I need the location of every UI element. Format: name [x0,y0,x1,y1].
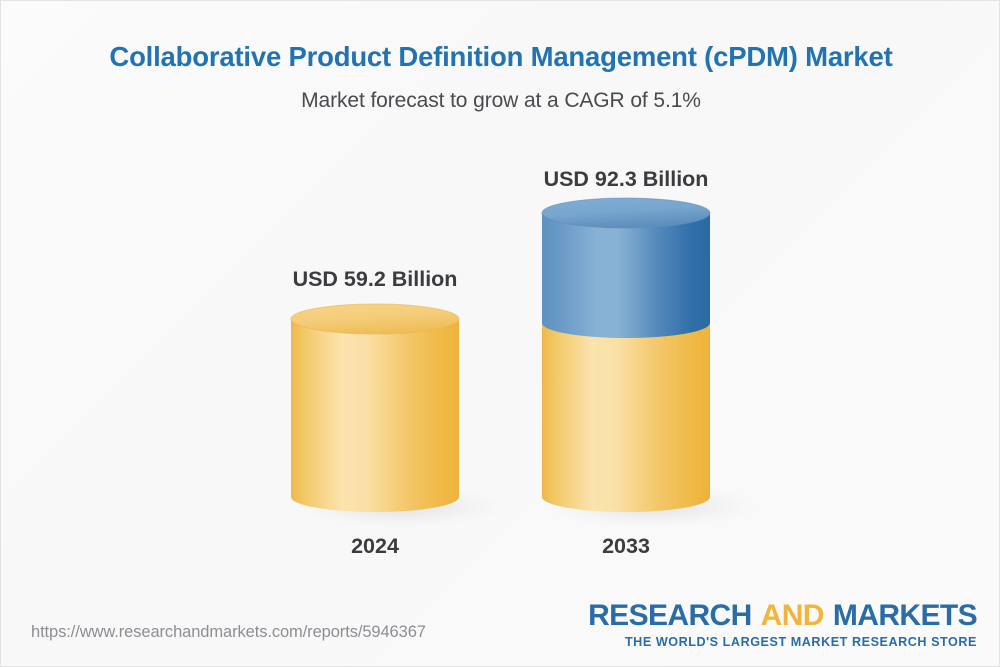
bar-2024 [290,303,460,512]
bar-2033-top-cap-rim [541,197,711,229]
brand-word-and: AND [760,599,825,632]
bar-2033-segment-growth [542,213,710,338]
category-label-2033: 2033 [602,534,650,558]
brand-word-research: RESEARCH [588,599,752,632]
chart-subtitle: Market forecast to grow at a CAGR of 5.1… [301,89,701,112]
brand-word-markets: MARKETS [832,599,978,632]
bar-2033 [541,197,711,512]
bar-2033-segment-base [542,323,710,512]
bar-2024-body [291,319,459,512]
source-url[interactable]: https://www.researchandmarkets.com/repor… [31,623,426,641]
page-title: Collaborative Product Definition Managem… [109,41,893,72]
brand-logo[interactable]: RESEARCH AND MARKETS THE WORLD'S LARGEST M… [588,599,978,649]
brand-wordmark: RESEARCH AND MARKETS [588,599,978,632]
brand-tagline: THE WORLD'S LARGEST MARKET RESEARCH STOR… [624,635,977,649]
bar-2024-top-cap [291,304,459,334]
value-label-2024: USD 59.2 Billion [292,267,458,291]
category-label-2024: 2024 [351,534,399,558]
bar-2033-top-cap [542,198,710,228]
value-label-2033: USD 92.3 Billion [543,167,709,191]
bar-2024-top-cap-rim [290,303,460,335]
